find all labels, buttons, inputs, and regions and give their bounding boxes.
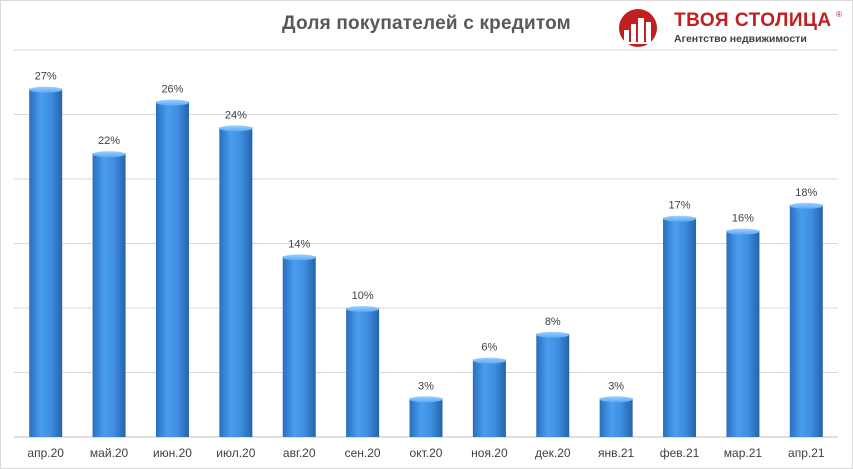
bar-cap [599, 396, 633, 403]
x-tick-label: июл.20 [216, 446, 255, 460]
bar [29, 86, 63, 437]
bar-body [29, 88, 63, 437]
x-tick-label: авг.20 [283, 446, 316, 460]
company-logo: ТВОЯ СТОЛИЦА ® Агентство недвижимости [614, 8, 846, 48]
bar [155, 99, 189, 437]
x-tick-label: июн.20 [153, 446, 192, 460]
bar [726, 228, 760, 437]
bar-body [789, 204, 823, 437]
x-tick-label: апр.21 [788, 446, 825, 460]
bar-cap [282, 254, 316, 261]
bar-cap [536, 331, 570, 338]
bar-cap [155, 99, 189, 106]
bar [472, 357, 506, 437]
data-label: 14% [288, 238, 310, 250]
x-tick-label: фев.21 [660, 446, 700, 460]
bar-body [472, 359, 506, 437]
bar-body [663, 217, 697, 437]
x-tick-labels: апр.20 май.20 июн.20 июл.20 авг.20 сен.20 окт.… [27, 446, 824, 460]
bar-body [726, 230, 760, 437]
x-tick-label: окт.20 [410, 446, 443, 460]
data-label: 18% [795, 187, 817, 199]
gridlines [14, 49, 838, 438]
building-logo-icon [619, 9, 658, 47]
data-label: 3% [608, 380, 624, 392]
bar-cap [789, 202, 823, 209]
bar-body [536, 333, 570, 437]
data-label: 3% [418, 380, 434, 392]
bar [92, 151, 126, 437]
bar-body [282, 256, 316, 437]
bar-cap [663, 215, 697, 222]
bar [282, 254, 316, 437]
bar [219, 125, 253, 438]
bar-body [346, 308, 380, 437]
bar-cap [92, 151, 126, 158]
logo-tagline: Агентство недвижимости [674, 33, 807, 45]
bars [29, 86, 823, 438]
data-label: 10% [352, 290, 374, 302]
data-label: 22% [98, 135, 120, 147]
data-label: 17% [669, 200, 691, 212]
bar-body [92, 153, 126, 437]
data-label: 24% [225, 109, 247, 121]
bar-body [219, 127, 253, 438]
bar [346, 306, 380, 437]
data-label: 6% [481, 342, 497, 354]
bar [663, 215, 697, 437]
bar-body [409, 398, 443, 437]
x-tick-label: янв.21 [598, 446, 635, 460]
data-label: 27% [35, 71, 57, 83]
bar-body [599, 398, 633, 437]
logo-registered-mark: ® [836, 10, 842, 19]
data-label: 8% [545, 316, 561, 328]
data-label: 26% [161, 84, 183, 96]
x-tick-label: май.20 [90, 446, 129, 460]
bar [789, 202, 823, 437]
bar [409, 396, 443, 437]
bar-cap [726, 228, 760, 235]
bar-cap [409, 396, 443, 403]
x-tick-label: дек.20 [535, 446, 571, 460]
bar-body [155, 101, 189, 437]
chart-title: Доля покупателей с кредитом [282, 13, 571, 34]
bar-cap [472, 357, 506, 364]
logo-name: ТВОЯ СТОЛИЦА [674, 10, 832, 31]
bar-cap [346, 306, 380, 312]
x-tick-label: апр.20 [27, 446, 64, 460]
data-labels: 27% 22% 26% 24% 14% 10% 3% 6% 8% 3% 17% 16% 18% [35, 71, 818, 393]
bar-cap [219, 125, 253, 132]
bar [599, 396, 633, 437]
x-tick-label: ноя.20 [471, 446, 508, 460]
x-tick-label: сен.20 [345, 446, 381, 460]
x-tick-label: мар.21 [724, 446, 763, 460]
data-label: 16% [732, 213, 754, 225]
bar [536, 331, 570, 437]
bar-cap [29, 86, 63, 93]
